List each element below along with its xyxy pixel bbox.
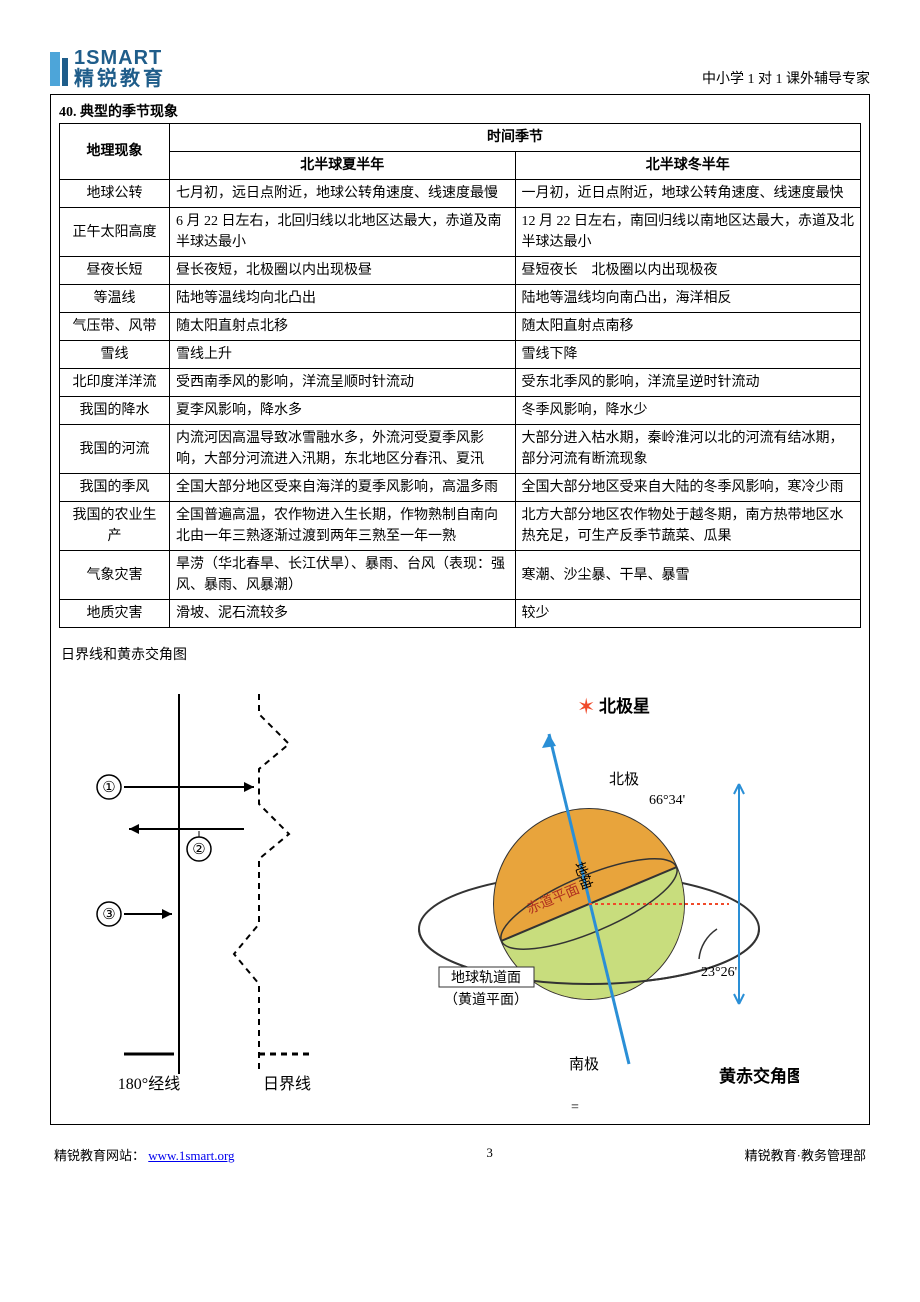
table-row: 地质灾害滑坡、泥石流较多较少 (60, 600, 861, 628)
row-label: 我国的降水 (60, 397, 170, 425)
table-row: 正午太阳高度6 月 22 日左右，北回归线以北地区达最大，赤道及南半球达最小12… (60, 208, 861, 257)
polaris-icon: ✶ (577, 694, 595, 719)
row-summer: 昼长夜短，北极圈以内出现极昼 (170, 257, 516, 285)
label-orbit1: 地球轨道面 (451, 970, 521, 986)
row-summer: 全国普遍高温，农作物进入生长期，作物熟制自南向北由一年三熟逐渐过渡到两年三熟至一… (170, 502, 516, 551)
row-label: 我国的河流 (60, 425, 170, 474)
label-orbit2: （黄道平面） (444, 991, 528, 1008)
label-southpole: 南极 (569, 1056, 599, 1073)
table-row: 等温线陆地等温线均向北凸出陆地等温线均向南凸出，海洋相反 (60, 285, 861, 313)
table-row: 气象灾害旱涝（华北春旱、长江伏旱）、暴雨、台风（表现：强风、暴雨、风暴潮）寒潮、… (60, 551, 861, 600)
th-winter: 北半球冬半年 (515, 152, 861, 180)
logo-bars-icon (50, 52, 68, 86)
row-winter: 昼短夜长 北极圈以内出现极夜 (515, 257, 861, 285)
table-row: 我国的河流内流河因高温导致冰雪融水多，外流河受夏季风影响，大部分河流进入汛期，东… (60, 425, 861, 474)
legend-dateline: 日界线 (263, 1075, 311, 1093)
logo: 1SMART 精锐教育 (50, 48, 166, 90)
row-winter: 随太阳直射点南移 (515, 313, 861, 341)
label-3: ③ (102, 907, 115, 923)
footer-right: 精锐教育·教务管理部 (745, 1145, 866, 1164)
row-label: 地球公转 (60, 180, 170, 208)
row-winter: 寒潮、沙尘暴、干旱、暴雪 (515, 551, 861, 600)
row-summer: 内流河因高温导致冰雪融水多，外流河受夏季风影响，大部分河流进入汛期，东北地区分春… (170, 425, 516, 474)
table-row: 我国的降水夏李风影响，降水多冬季风影响，降水少 (60, 397, 861, 425)
diagram-caption: 日界线和黄赤交角图 (61, 644, 861, 664)
row-summer: 全国大部分地区受来自海洋的夏季风影响，高温多雨 (170, 474, 516, 502)
row-summer: 七月初，远日点附近，地球公转角速度、线速度最慢 (170, 180, 516, 208)
header-slogan: 中小学 1 对 1 课外辅导专家 (702, 68, 870, 90)
table-row: 气压带、风带随太阳直射点北移随太阳直射点南移 (60, 313, 861, 341)
row-label: 地质灾害 (60, 600, 170, 628)
row-summer: 6 月 22 日左右，北回归线以北地区达最大，赤道及南半球达最小 (170, 208, 516, 257)
table-row: 我国的季风全国大部分地区受来自海洋的夏季风影响，高温多雨全国大部分地区受来自大陆… (60, 474, 861, 502)
row-winter: 较少 (515, 600, 861, 628)
row-summer: 随太阳直射点北移 (170, 313, 516, 341)
obliquity-diagram: ✶ 北极星 北极 66°34' 地轴 赤道平面 地球轨道面 （黄道平面） 南极 … (399, 674, 799, 1094)
row-summer: 受西南季风的影响，洋流呈顺时针流动 (170, 369, 516, 397)
label-23: 23°26' (701, 965, 737, 980)
section-title: 40. 典型的季节现象 (59, 101, 861, 121)
label-northpole: 北极 (609, 771, 639, 788)
th-summer: 北半球夏半年 (170, 152, 516, 180)
table-row: 我国的农业生产全国普遍高温，农作物进入生长期，作物熟制自南向北由一年三熟逐渐过渡… (60, 502, 861, 551)
row-label: 气象灾害 (60, 551, 170, 600)
row-winter: 陆地等温线均向南凸出，海洋相反 (515, 285, 861, 313)
table-row: 北印度洋洋流受西南季风的影响，洋流呈顺时针流动受东北季风的影响，洋流呈逆时针流动 (60, 369, 861, 397)
row-label: 我国的季风 (60, 474, 170, 502)
row-label: 等温线 (60, 285, 170, 313)
row-summer: 夏李风影响，降水多 (170, 397, 516, 425)
row-winter: 北方大部分地区农作物处于越冬期，南方热带地区水热充足，可生产反季节蔬菜、瓜果 (515, 502, 861, 551)
dateline-diagram: ① ② ③ 180°经线 日界线 (69, 674, 379, 1114)
th-season: 时间季节 (170, 124, 861, 152)
row-label: 正午太阳高度 (60, 208, 170, 257)
th-phenomenon: 地理现象 (60, 124, 170, 180)
label-1: ① (102, 780, 115, 796)
row-winter: 一月初，近日点附近，地球公转角速度、线速度最快 (515, 180, 861, 208)
row-winter: 大部分进入枯水期，秦岭淮河以北的河流有结冰期，部分河流有断流现象 (515, 425, 861, 474)
row-label: 北印度洋洋流 (60, 369, 170, 397)
table-row: 昼夜长短昼长夜短，北极圈以内出现极昼昼短夜长 北极圈以内出现极夜 (60, 257, 861, 285)
row-label: 雪线 (60, 341, 170, 369)
label-66: 66°34' (649, 793, 685, 808)
footer: 精锐教育网站： www.1smart.org 3 精锐教育·教务管理部 (50, 1145, 870, 1164)
legend-180: 180°经线 (118, 1075, 180, 1093)
footer-left: 精锐教育网站： www.1smart.org (54, 1145, 235, 1164)
row-winter: 12 月 22 日左右，南回归线以南地区达最大，赤道及北半球达最小 (515, 208, 861, 257)
page: 1SMART 精锐教育 中小学 1 对 1 课外辅导专家 40. 典型的季节现象… (0, 0, 920, 1302)
table-row: 地球公转七月初，远日点附近，地球公转角速度、线速度最慢一月初，近日点附近，地球公… (60, 180, 861, 208)
logo-text-cn: 精锐教育 (74, 69, 166, 90)
page-number: 3 (235, 1145, 745, 1164)
footer-link[interactable]: www.1smart.org (148, 1148, 234, 1163)
row-label: 昼夜长短 (60, 257, 170, 285)
logo-text-en: 1SMART (74, 48, 166, 69)
content-box: 40. 典型的季节现象 地理现象 时间季节 北半球夏半年 北半球冬半年 地球公转… (50, 94, 870, 1125)
label-polaris: 北极星 (599, 697, 650, 716)
row-summer: 旱涝（华北春旱、长江伏旱）、暴雨、台风（表现：强风、暴雨、风暴潮） (170, 551, 516, 600)
label-2: ② (192, 842, 205, 858)
row-winter: 雪线下降 (515, 341, 861, 369)
row-summer: 滑坡、泥石流较多 (170, 600, 516, 628)
row-winter: 全国大部分地区受来自大陆的冬季风影响，寒冷少雨 (515, 474, 861, 502)
seasons-table: 地理现象 时间季节 北半球夏半年 北半球冬半年 地球公转七月初，远日点附近，地球… (59, 123, 861, 628)
diagram-area: ① ② ③ 180°经线 日界线 (59, 674, 861, 1114)
row-label: 气压带、风带 (60, 313, 170, 341)
row-winter: 受东北季风的影响，洋流呈逆时针流动 (515, 369, 861, 397)
row-summer: 雪线上升 (170, 341, 516, 369)
table-row: 雪线雪线上升雪线下降 (60, 341, 861, 369)
row-winter: 冬季风影响，降水少 (515, 397, 861, 425)
header: 1SMART 精锐教育 中小学 1 对 1 课外辅导专家 (50, 48, 870, 90)
row-label: 我国的农业生产 (60, 502, 170, 551)
label-title: 黄赤交角图 (719, 1066, 799, 1086)
row-summer: 陆地等温线均向北凸出 (170, 285, 516, 313)
